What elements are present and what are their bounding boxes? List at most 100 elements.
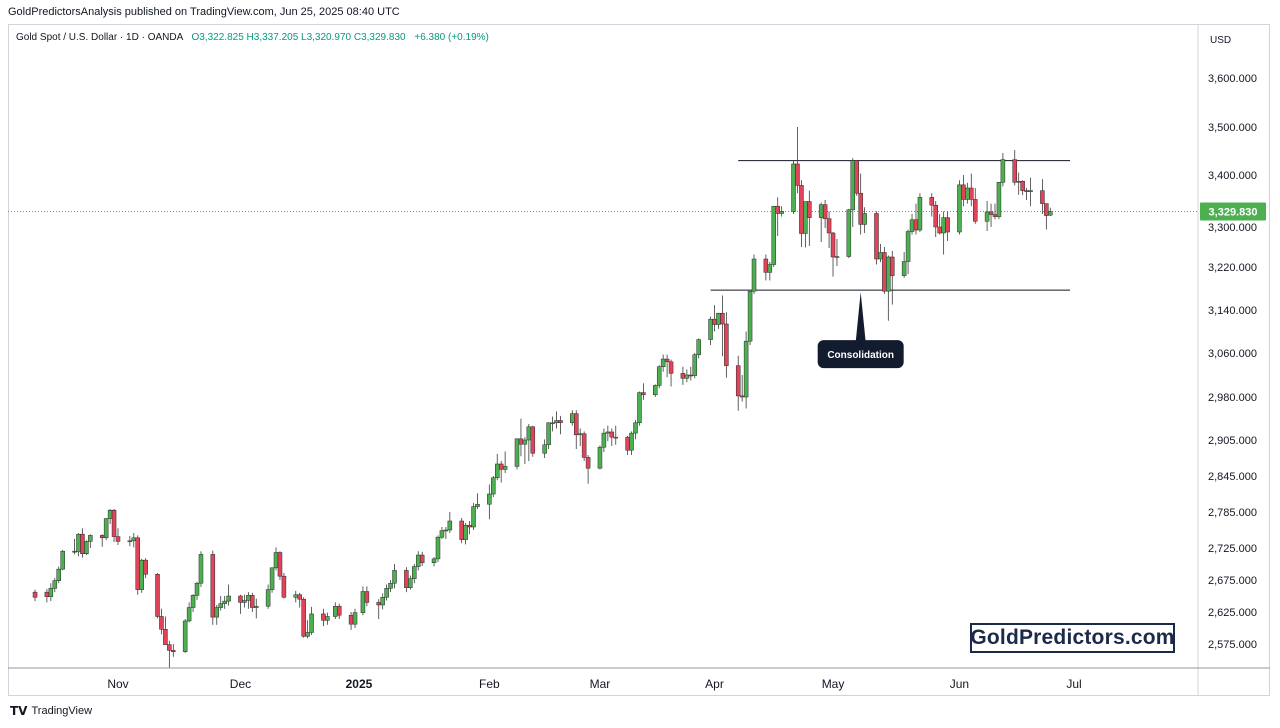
- candle-up: [388, 582, 393, 589]
- candle-down: [763, 258, 769, 273]
- candle-up: [222, 600, 227, 604]
- candle-up: [613, 436, 619, 439]
- candle-up: [60, 550, 65, 570]
- candle-down: [641, 392, 646, 396]
- candle-up: [443, 529, 449, 532]
- candle-up: [901, 261, 907, 276]
- candle-down: [854, 160, 859, 194]
- candle-up: [254, 605, 259, 608]
- candle-up: [526, 426, 532, 441]
- candle-up: [716, 312, 721, 325]
- candle-up: [408, 578, 413, 588]
- candle-down: [1012, 159, 1017, 183]
- candle-down: [775, 205, 780, 214]
- candle-down: [72, 550, 77, 553]
- candle-up: [463, 524, 468, 540]
- candle-down: [467, 524, 472, 528]
- candle-up: [850, 160, 856, 211]
- candle-up: [791, 163, 796, 212]
- candle-up: [1028, 190, 1033, 192]
- candle-down: [419, 554, 425, 563]
- candle-up: [957, 184, 962, 233]
- change-value: +6.380 (+0.19%): [414, 32, 489, 43]
- candle-up: [352, 612, 358, 625]
- candle-up: [186, 607, 192, 622]
- annotation-box: [817, 340, 904, 369]
- candle-up: [546, 422, 551, 446]
- candle-down: [858, 192, 863, 225]
- candle-down: [1040, 190, 1045, 204]
- candle-down: [581, 433, 587, 458]
- candle-up: [522, 439, 528, 445]
- candle-down: [321, 613, 326, 621]
- candle-up: [360, 591, 366, 613]
- candle-up: [447, 520, 453, 531]
- tradingview-logo-icon: ⁠𝗧𝗩: [10, 704, 28, 718]
- y-tick-label: 3,140.000: [1208, 305, 1257, 317]
- candle-down: [1044, 203, 1049, 216]
- candle-down: [688, 374, 694, 377]
- candle-up: [246, 595, 251, 601]
- candle-up: [487, 493, 492, 505]
- candle-down: [80, 533, 85, 555]
- candle-up: [834, 256, 840, 258]
- y-tick-label: 3,300.000: [1208, 222, 1257, 234]
- candle-up: [597, 446, 603, 469]
- annotation-pointer: [855, 292, 866, 343]
- candle-down: [163, 629, 168, 645]
- chart-frame: [8, 24, 1270, 696]
- candle-up: [333, 605, 338, 617]
- candle-up: [751, 258, 757, 292]
- candle-down: [238, 595, 243, 603]
- watermark-logo: GoldPredictors.com: [970, 623, 1175, 653]
- candle-down: [609, 431, 615, 438]
- candle-up: [226, 595, 231, 602]
- y-tick-label: 3,600.000: [1208, 73, 1257, 85]
- y-tick-label: 2,675.000: [1208, 575, 1257, 587]
- candle-up: [293, 594, 299, 598]
- candle-down: [882, 252, 887, 292]
- candle-down: [585, 457, 591, 469]
- last-price-label: 3,329.830: [1209, 206, 1258, 218]
- candle-down: [376, 602, 381, 606]
- candle-up: [1016, 180, 1021, 183]
- candle-down: [336, 605, 342, 616]
- candle-down: [972, 199, 978, 222]
- x-tick-label: Feb: [479, 677, 500, 691]
- candle-up: [692, 354, 698, 376]
- last-price-tag: [1200, 202, 1266, 221]
- candle-up: [767, 264, 773, 273]
- candle-up: [139, 559, 144, 590]
- candle-down: [155, 573, 160, 617]
- candle-down: [874, 213, 879, 260]
- candle-down: [143, 559, 148, 575]
- candle-up: [629, 432, 634, 451]
- candle-down: [720, 312, 725, 325]
- candle-up: [491, 477, 496, 495]
- x-tick-label: Jun: [950, 677, 969, 691]
- ohlc-values: O3,322.825 H3,337.205 L3,320.970 C3,329.…: [191, 32, 406, 43]
- candle-down: [933, 204, 938, 228]
- candle-up: [88, 535, 93, 542]
- candle-down: [210, 554, 216, 618]
- candle-down: [167, 644, 172, 651]
- candle-down: [890, 256, 895, 276]
- candle-up: [273, 552, 279, 569]
- candle-down: [558, 420, 563, 424]
- candle-down: [822, 204, 828, 219]
- candle-up: [886, 256, 891, 292]
- x-tick-label: Mar: [590, 677, 611, 691]
- candle-up: [601, 432, 607, 448]
- y-tick-label: 2,625.000: [1208, 607, 1257, 619]
- candle-down: [988, 211, 994, 215]
- candle-up: [194, 582, 200, 596]
- candle-down: [301, 598, 306, 637]
- candle-up: [514, 438, 520, 467]
- candle-up: [431, 558, 437, 563]
- candle-down: [807, 201, 812, 218]
- candle-down: [830, 232, 836, 258]
- candle-up: [471, 506, 476, 528]
- x-tick-label: Dec: [230, 677, 251, 691]
- candle-down: [929, 197, 935, 206]
